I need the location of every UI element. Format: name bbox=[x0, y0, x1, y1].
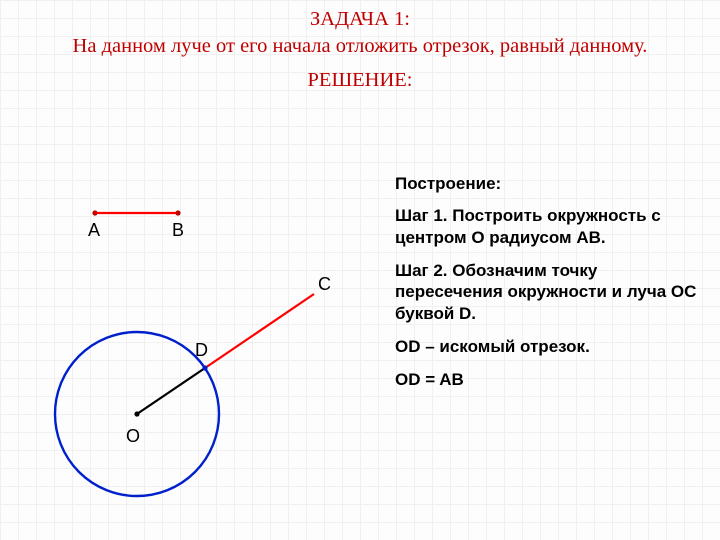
label-O: O bbox=[126, 426, 140, 447]
task-text: На данном луче от его начала отложить от… bbox=[0, 33, 720, 60]
explain-line-3: ОD – искомый отрезок. bbox=[395, 336, 705, 358]
explain-line-4: OD = AB bbox=[395, 369, 705, 391]
diagram-svg bbox=[0, 160, 380, 520]
explain-heading: Построение: bbox=[395, 174, 705, 194]
explain-step-1: Шаг 1. Построить окружность с центром О … bbox=[395, 205, 705, 249]
label-A: A bbox=[88, 220, 100, 241]
title-block: ЗАДАЧА 1: На данном луче от его начала о… bbox=[0, 0, 720, 94]
explanation-block: Построение: Шаг 1. Построить окружность … bbox=[395, 174, 705, 401]
label-B: B bbox=[172, 220, 184, 241]
task-number: ЗАДАЧА 1: bbox=[0, 6, 720, 33]
explain-step-2: Шаг 2. Обозначим точку пересечения окруж… bbox=[395, 260, 705, 325]
geometry-diagram: A B C D O bbox=[0, 160, 380, 520]
page-content: ЗАДАЧА 1: На данном луче от его начала о… bbox=[0, 0, 720, 540]
label-C: C bbox=[318, 274, 331, 295]
label-D: D bbox=[195, 340, 208, 361]
solution-label: РЕШЕНИЕ: bbox=[0, 67, 720, 94]
